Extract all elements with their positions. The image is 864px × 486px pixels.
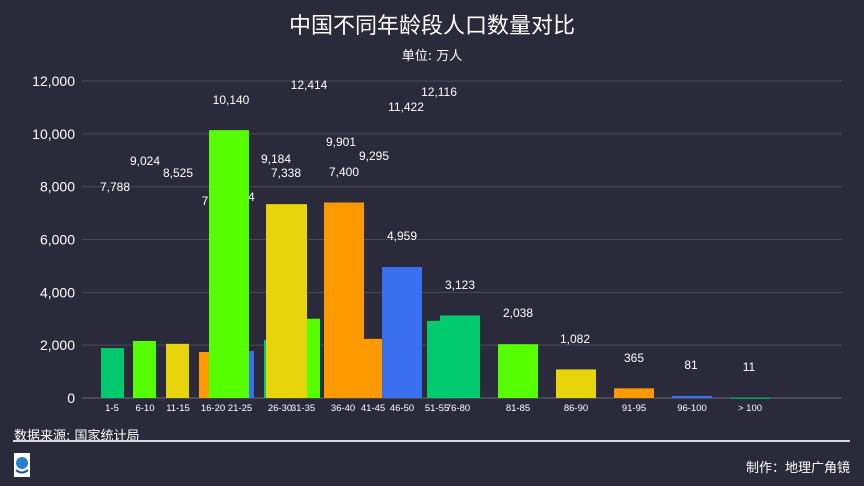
value-label: 7,338 [271, 166, 301, 180]
x-tick-label: 6-10 [135, 403, 154, 414]
x-tick-label: 26-30 [268, 403, 292, 414]
x-tick-label: 11-15 [166, 403, 190, 414]
x-tick-label: 81-85 [506, 403, 530, 414]
x-tick-label: 76-80 [446, 403, 470, 414]
x-tick-label: 31-35 [291, 403, 315, 414]
bar [266, 204, 307, 398]
value-label: 11,422 [388, 100, 424, 114]
x-tick-label: 16-20 [201, 403, 225, 414]
bar [209, 130, 249, 398]
value-label: 3,123 [445, 278, 475, 292]
logo-icon [14, 453, 30, 477]
x-tick-label: 21-25 [228, 403, 252, 414]
bar [324, 202, 364, 398]
value-label: 1,082 [560, 332, 590, 346]
value-label: 7,400 [329, 165, 359, 179]
bar [245, 350, 254, 398]
bar [166, 343, 189, 398]
bar [614, 388, 654, 398]
bar [133, 340, 156, 398]
value-label: 7,788 [100, 180, 130, 194]
bar [307, 318, 320, 398]
x-tick-label: 96-100 [677, 403, 707, 414]
y-tick-label: 0 [67, 390, 75, 406]
y-tick-label: 12,000 [32, 73, 75, 89]
bar [427, 320, 440, 398]
x-tick-label: 91-95 [622, 403, 646, 414]
value-label: 365 [624, 351, 644, 365]
x-tick-label: 46-50 [390, 403, 414, 414]
x-tick-label: 41-45 [361, 403, 385, 414]
value-label: 11 [743, 360, 756, 374]
value-label: 9,295 [359, 149, 389, 163]
chart-title: 中国不同年龄段人口数量对比 [288, 14, 575, 39]
bar [101, 348, 124, 398]
x-tick-label: 86-90 [564, 403, 588, 414]
bar [382, 266, 422, 398]
bar [672, 395, 712, 398]
value-label: 12,116 [421, 85, 457, 99]
y-tick-label: 10,000 [32, 126, 75, 142]
bar-chart: 02,0004,0006,0008,00010,00012,0007,7889,… [32, 73, 842, 414]
y-tick-label: 2,000 [40, 337, 75, 353]
y-tick-label: 4,000 [40, 284, 75, 300]
x-tick-label: 36-40 [331, 403, 355, 414]
x-tick-label: 51-55 [425, 403, 449, 414]
y-tick-label: 8,000 [40, 179, 75, 195]
chart-subtitle: 单位: 万人 [401, 49, 463, 64]
bar [364, 338, 382, 398]
credit: 制作：地理广角镜 [745, 461, 850, 476]
value-label: 9,024 [130, 154, 160, 168]
value-label: 9,184 [261, 152, 291, 166]
value-label: 8,525 [163, 166, 193, 180]
value-label: 81 [684, 358, 698, 372]
bar [730, 397, 770, 399]
x-tick-label: > 100 [738, 403, 762, 414]
x-tick-label: 1-5 [105, 403, 119, 414]
bar [498, 344, 538, 398]
y-tick-label: 6,000 [40, 232, 75, 248]
divider [13, 440, 850, 442]
value-label: 4,959 [387, 229, 417, 243]
value-label: 2,038 [503, 306, 533, 320]
value-label: 12,414 [291, 78, 328, 92]
bar [440, 315, 480, 398]
value-label: 10,140 [213, 93, 250, 107]
value-label: 9,901 [326, 135, 356, 149]
bar [556, 369, 596, 398]
